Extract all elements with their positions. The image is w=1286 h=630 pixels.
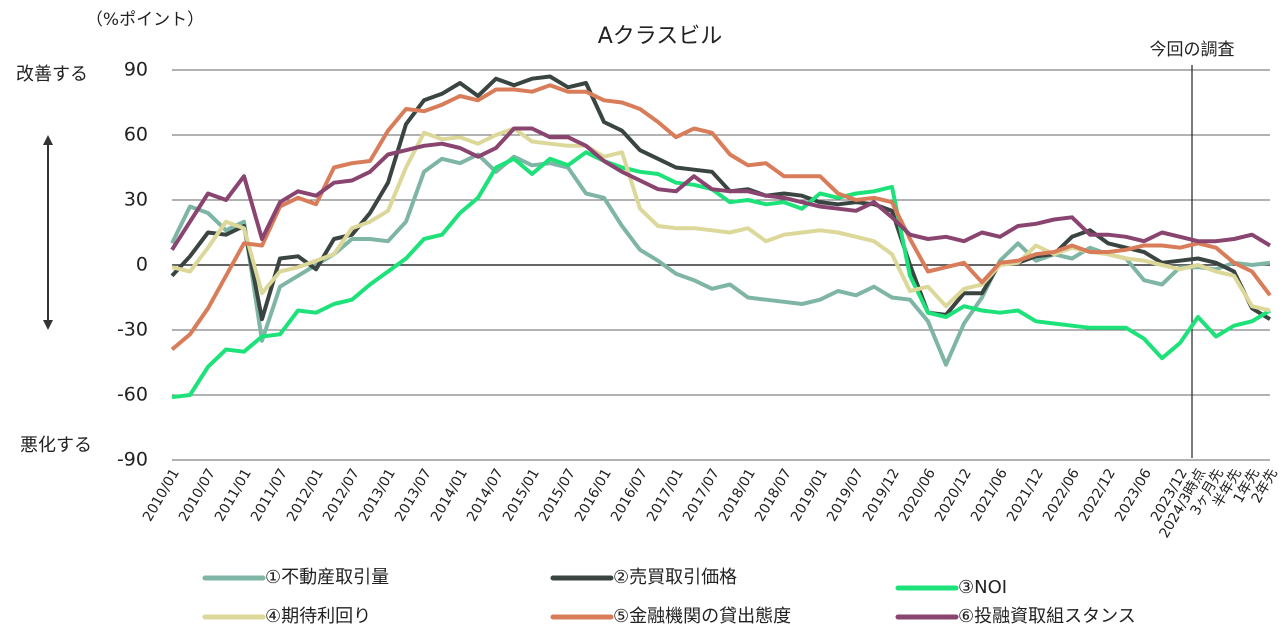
y-tick-label: 0: [136, 254, 148, 276]
chart-title: Aクラスビル: [598, 24, 723, 49]
legend-label: ③NOI: [958, 577, 1007, 598]
legend-label: ⑤金融機関の貸出態度: [613, 606, 791, 627]
y-tick-label: -60: [117, 384, 148, 406]
y-axis-label: （%ポイント）: [86, 10, 204, 30]
legend-label: ⑥投融資取組スタンス: [958, 606, 1136, 627]
series-line: [171, 150, 1272, 400]
y-tick-label: 60: [124, 124, 148, 146]
legend-label: ②売買取引価格: [613, 567, 737, 588]
series-line: [170, 83, 1272, 352]
legend-label: ④期待利回り: [265, 606, 371, 627]
series-line: [171, 126, 1271, 313]
y-tick-label: 30: [124, 189, 148, 211]
y-tick-label: -90: [117, 449, 148, 471]
annotation-label: 今回の調査: [1150, 40, 1235, 60]
series-line: [170, 152, 1271, 367]
improve-label: 改善する: [16, 64, 88, 85]
series-line: [170, 126, 1272, 251]
y-tick-label: -30: [117, 319, 148, 341]
y-tick-label: 90: [124, 59, 148, 81]
legend-label: ①不動産取引量: [265, 567, 389, 588]
worsen-label: 悪化する: [20, 435, 92, 456]
